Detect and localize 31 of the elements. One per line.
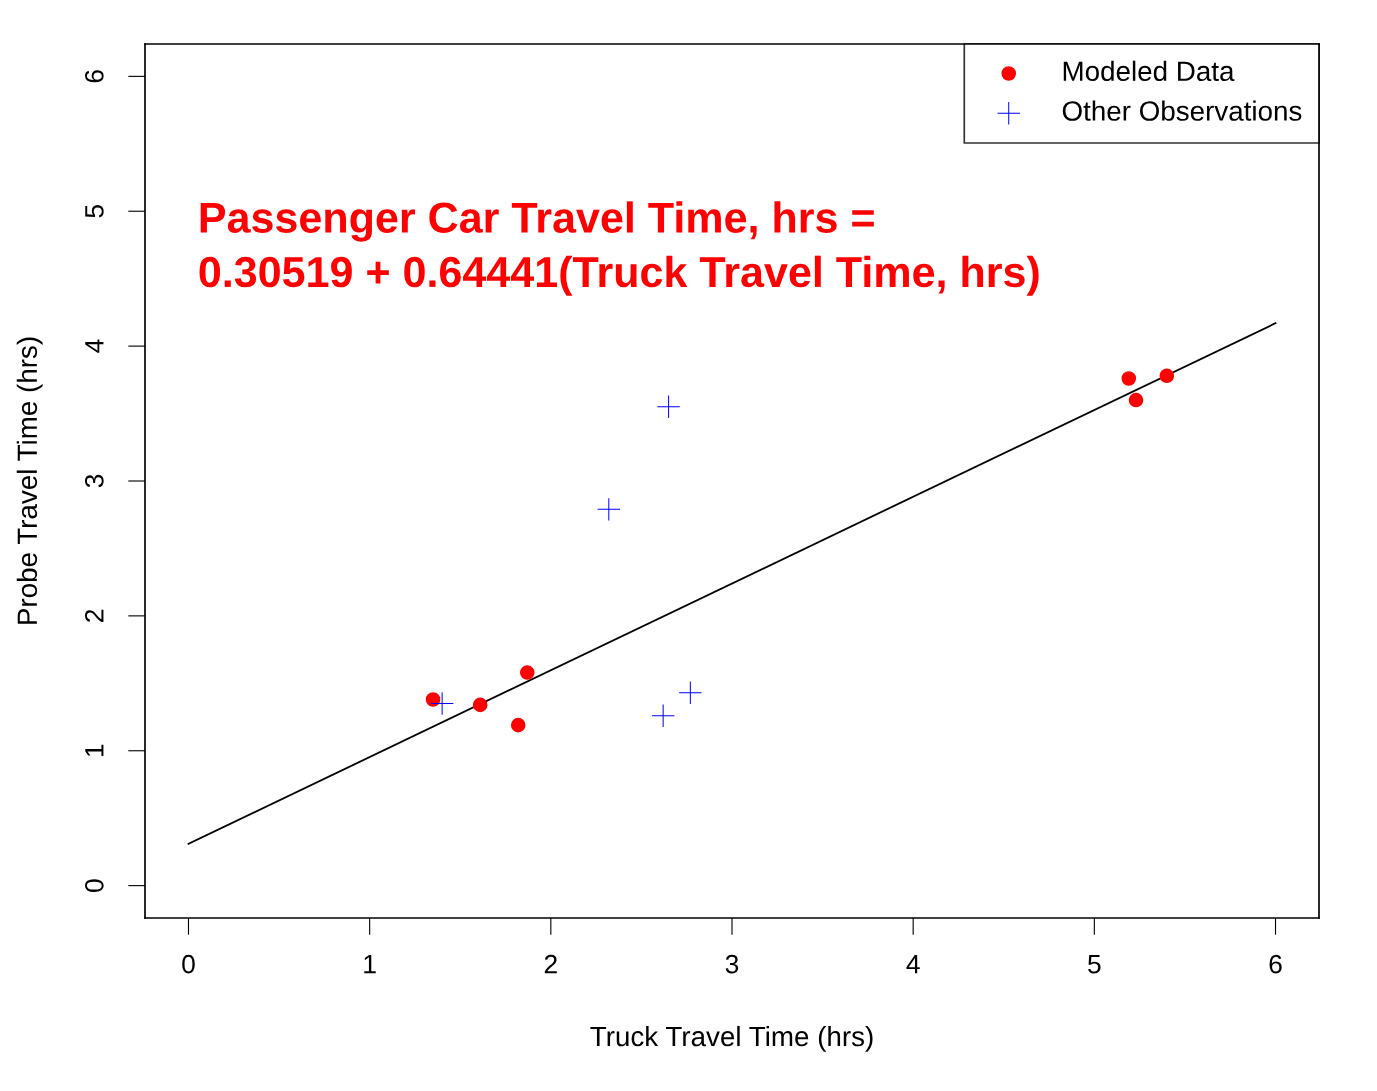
legend-label: Modeled Data: [1063, 60, 1235, 82]
y-axis-title: Probe Travel Time (hrs): [16, 337, 43, 624]
y-tick-label: 2: [84, 609, 104, 622]
point: [657, 395, 680, 419]
point: [425, 692, 441, 707]
point: [1159, 368, 1175, 384]
point: [1121, 371, 1137, 386]
y-tick-label: 4: [85, 339, 104, 353]
y-tick-label: 5: [85, 205, 104, 218]
point: [430, 692, 454, 715]
y-tick-label: 0: [84, 879, 104, 892]
annotation: Passenger Car Travel Time, hrs = 0.30519 + 0.64441(Truck Travel Time, hrs): [199, 201, 1039, 296]
x-tick-label: 4: [906, 955, 920, 974]
point: [510, 717, 526, 733]
x-axis-title: Truck Travel Time (hrs): [590, 1025, 873, 1052]
x-tick-label: 1: [364, 955, 376, 974]
x-tick-label: 3: [725, 954, 739, 974]
x-tick-label: 2: [544, 954, 557, 974]
point: [519, 665, 535, 680]
x-tick-label: 6: [1269, 954, 1282, 974]
y-tick-label: 6: [84, 70, 104, 83]
point: [679, 681, 702, 704]
x-tick-label: 0: [182, 954, 195, 974]
point: [651, 704, 675, 727]
point: [472, 697, 488, 713]
point: [1128, 392, 1144, 408]
x-tick-label: 5: [1088, 955, 1101, 974]
point: [597, 498, 620, 521]
legend-label: Other Observations: [1062, 100, 1302, 121]
y-tick-label: 3: [84, 474, 104, 488]
y-tick-label: 1: [85, 744, 104, 757]
